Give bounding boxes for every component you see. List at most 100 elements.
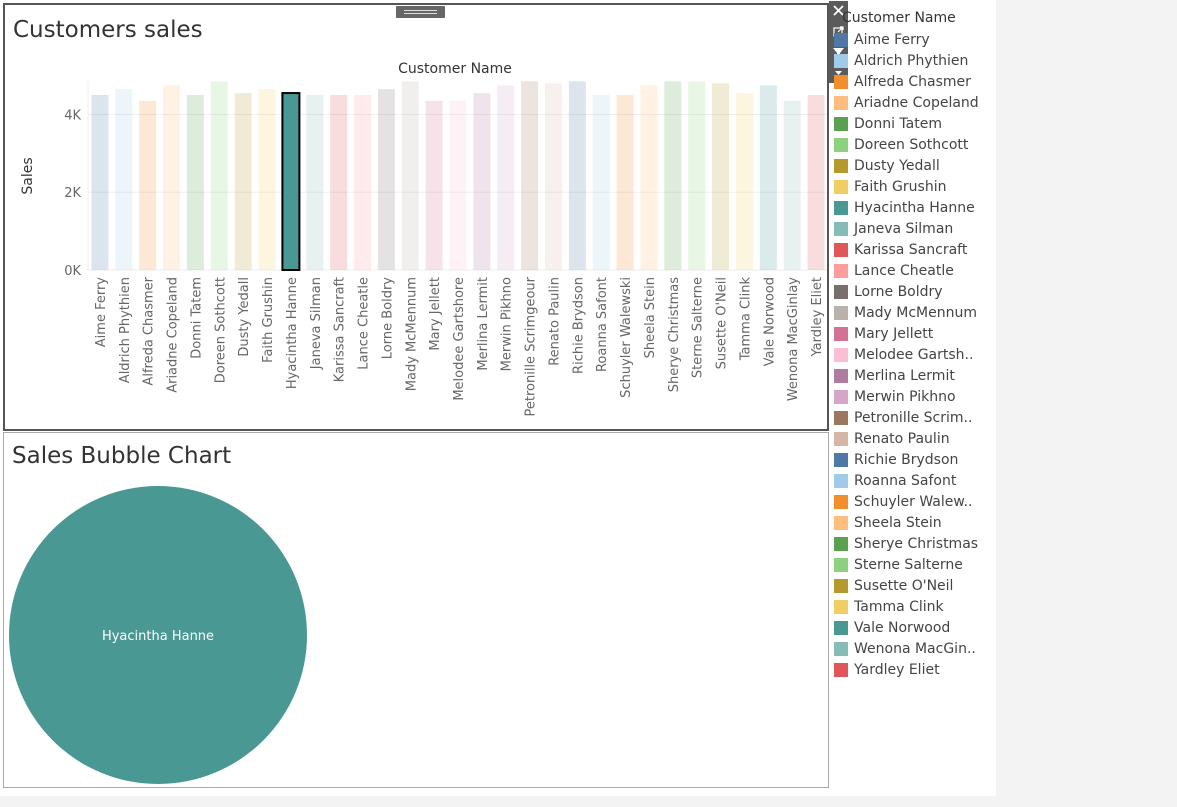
x-tick-label[interactable]: Lance Cheatle (357, 277, 372, 370)
legend-item[interactable]: Vale Norwood (834, 617, 950, 638)
x-tick-label[interactable]: Sterne Salterne (691, 277, 706, 378)
x-tick-label[interactable]: Hyacintha Hanne (285, 277, 300, 389)
bar[interactable] (735, 93, 753, 270)
bar[interactable] (664, 81, 682, 270)
bar[interactable] (688, 81, 706, 270)
x-tick-label[interactable]: Merlina Lermit (476, 277, 491, 371)
x-tick-label[interactable]: Karissa Sancraft (333, 277, 348, 382)
bar[interactable] (258, 89, 276, 271)
bar[interactable] (115, 89, 133, 271)
customers-sales-panel[interactable]: Customers sales 0K 2K 4K Aime Ferry Aldrich… (3, 3, 829, 431)
x-tick-label[interactable]: Mady McMennum (404, 277, 419, 391)
bar[interactable] (163, 85, 181, 271)
x-tick-label[interactable]: Doreen Sothcott (213, 277, 228, 383)
x-tick-label[interactable]: Tamma Clink (738, 277, 753, 362)
drag-handle[interactable] (396, 6, 445, 18)
bar[interactable] (544, 83, 562, 270)
x-tick-label[interactable]: Petronille Scrimgeour (524, 276, 539, 416)
legend-item[interactable]: Sterne Salterne (834, 554, 963, 575)
x-tick-label[interactable]: Ariadne Copeland (166, 277, 181, 393)
legend-item[interactable]: Alfreda Chasmer (834, 71, 971, 92)
x-tick-label[interactable]: Renato Paulin (547, 277, 562, 366)
bar[interactable] (521, 81, 539, 270)
bar[interactable] (640, 85, 658, 271)
x-tick-label[interactable]: Aime Ferry (94, 277, 109, 348)
legend-item[interactable]: Roanna Safont (834, 470, 956, 491)
bar[interactable] (306, 95, 324, 270)
bar[interactable] (783, 100, 801, 270)
more-options-icon[interactable] (829, 63, 848, 82)
bar[interactable] (497, 85, 515, 271)
legend-item[interactable]: Tamma Clink (834, 596, 944, 617)
sales-bubble-panel[interactable]: Sales Bubble Chart Hyacintha Hanne (3, 432, 829, 788)
bar[interactable] (354, 95, 372, 270)
x-tick-label[interactable]: Yardley Eliet (810, 277, 825, 357)
bar[interactable] (759, 85, 777, 271)
bar[interactable] (210, 81, 228, 270)
legend-item[interactable]: Sherye Christmas (834, 533, 978, 554)
x-tick-label[interactable]: Richie Brydson (571, 277, 586, 374)
legend-item[interactable]: Lorne Boldry (834, 281, 943, 302)
x-tick-label[interactable]: Sherye Christmas (667, 277, 682, 392)
close-icon[interactable] (829, 1, 848, 20)
legend-item[interactable]: Merlina Lermit (834, 365, 955, 386)
x-tick-label[interactable]: Susette O'Neil (715, 277, 730, 369)
x-tick-label[interactable]: Roanna Safont (595, 277, 610, 372)
bar[interactable] (473, 93, 491, 270)
bar[interactable] (139, 100, 157, 270)
bar[interactable] (281, 92, 301, 271)
legend-item[interactable]: Susette O'Neil (834, 575, 953, 596)
legend-item[interactable]: Merwin Pikhno (834, 386, 956, 407)
legend-item[interactable]: Karissa Sancraft (834, 239, 967, 260)
legend-item[interactable]: Sheela Stein (834, 512, 942, 533)
legend-item[interactable]: Melodee Gartsh.. (834, 344, 973, 365)
legend-item[interactable]: Doreen Sothcott (834, 134, 968, 155)
legend-item[interactable]: Donni Tatem (834, 113, 942, 134)
legend-item[interactable]: Yardley Eliet (834, 659, 940, 680)
legend-item[interactable]: Lance Cheatle (834, 260, 954, 281)
legend-item[interactable]: Dusty Yedall (834, 155, 940, 176)
x-tick-label[interactable]: Alfreda Chasmer (142, 276, 157, 385)
filter-icon[interactable] (829, 43, 848, 62)
legend-item[interactable]: Richie Brydson (834, 449, 958, 470)
bar[interactable] (449, 100, 467, 270)
x-tick-label[interactable]: Janeva Silman (309, 277, 324, 370)
legend-item[interactable]: Mary Jellett (834, 323, 933, 344)
bar[interactable] (616, 95, 634, 270)
legend-item[interactable]: Hyacintha Hanne (834, 197, 975, 218)
x-tick-label[interactable]: Lorne Boldry (380, 277, 395, 360)
legend-item[interactable]: Mady McMennum (834, 302, 977, 323)
x-tick-label[interactable]: Donni Tatem (189, 277, 204, 359)
x-tick-label[interactable]: Vale Norwood (762, 277, 777, 366)
bar[interactable] (568, 81, 586, 270)
legend-item[interactable]: Wenona MacGin.. (834, 638, 976, 659)
x-tick-label[interactable]: Merwin Pikhno (500, 277, 515, 371)
x-tick-label[interactable]: Sheela Stein (643, 277, 658, 358)
legend-item[interactable]: Schuyler Walew.. (834, 491, 972, 512)
x-tick-label[interactable]: Aldrich Phythien (118, 277, 133, 383)
bar[interactable] (186, 95, 204, 270)
bar[interactable] (91, 95, 109, 270)
bar[interactable] (377, 89, 395, 271)
legend-item[interactable]: Petronille Scrim.. (834, 407, 972, 428)
x-tick-label[interactable]: Wenona MacGinlay (786, 277, 801, 401)
legend-item[interactable]: Faith Grushin (834, 176, 946, 197)
x-tick-label[interactable]: Schuyler Walewski (619, 277, 634, 398)
x-tick-label[interactable]: Faith Grushin (261, 277, 276, 363)
bar[interactable] (425, 100, 443, 270)
bar[interactable] (401, 81, 419, 270)
legend-item[interactable]: Renato Paulin (834, 428, 950, 449)
bar[interactable] (592, 95, 610, 270)
x-tick-label[interactable]: Dusty Yedall (237, 277, 252, 357)
x-tick-label[interactable]: Melodee Gartshore (452, 277, 467, 401)
legend-item[interactable]: Aime Ferry (834, 29, 930, 50)
legend-item[interactable]: Janeva Silman (834, 218, 953, 239)
legend-item[interactable]: Aldrich Phythien (834, 50, 968, 71)
bubble-hyacintha-hanne[interactable] (9, 486, 307, 784)
bar[interactable] (807, 95, 825, 270)
legend-item[interactable]: Ariadne Copeland (834, 92, 979, 113)
bar[interactable] (712, 83, 730, 270)
bar[interactable] (330, 95, 348, 270)
x-tick-label[interactable]: Mary Jellett (428, 277, 443, 351)
bar[interactable] (234, 93, 252, 270)
